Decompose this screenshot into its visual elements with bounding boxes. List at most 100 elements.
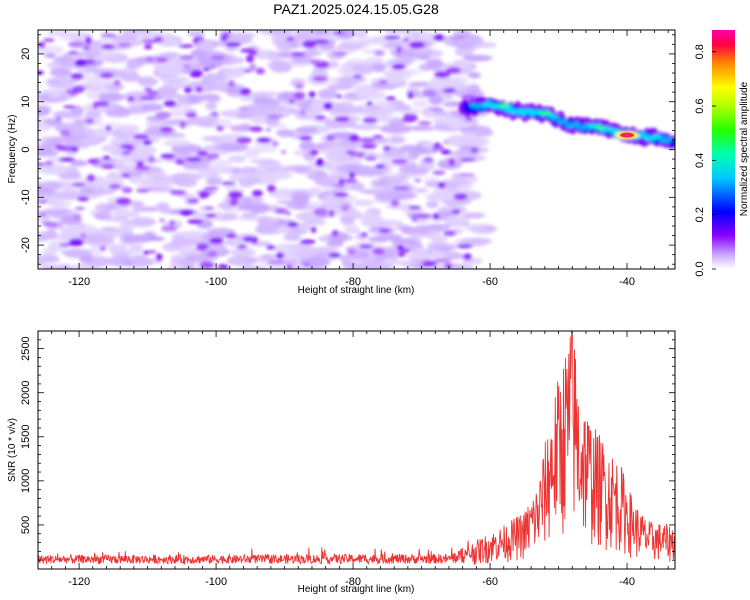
- snr-x-label: Height of straight line (km): [298, 584, 415, 595]
- noise-peak: [286, 37, 295, 41]
- noise-blob: [359, 37, 379, 45]
- noise-peak: [82, 44, 90, 51]
- noise-blob: [105, 256, 137, 267]
- noise-blob: [395, 104, 411, 111]
- noise-peak: [287, 222, 299, 228]
- noise-peak: [148, 155, 156, 163]
- noise-peak: [358, 244, 374, 249]
- noise-blob: [408, 81, 433, 87]
- noise-blob: [162, 80, 187, 91]
- noise-blob: [230, 124, 250, 132]
- noise-blob: [107, 244, 127, 253]
- noise-blob: [350, 123, 381, 131]
- noise-peak: [417, 120, 432, 126]
- noise-blob: [170, 257, 186, 267]
- noise-peak: [342, 179, 359, 183]
- noise-blob: [437, 205, 467, 215]
- noise-blob: [205, 102, 218, 110]
- noise-blob: [413, 247, 429, 253]
- noise-peak: [266, 184, 276, 193]
- y-tick-label: -20: [20, 237, 32, 253]
- y-tick-label: 1000: [20, 469, 32, 493]
- noise-blob: [464, 223, 485, 232]
- noise-peak: [402, 248, 411, 253]
- noise-peak: [457, 244, 473, 249]
- noise-peak: [437, 182, 446, 189]
- y-tick-label: 2000: [20, 380, 32, 404]
- colorbar-tick-label: 0.0: [694, 261, 706, 276]
- noise-peak: [72, 215, 82, 220]
- noise-peak: [390, 199, 400, 207]
- noise-peak: [266, 114, 283, 120]
- noise-blob: [249, 158, 278, 164]
- noise-peak: [244, 69, 252, 73]
- noise-blob: [365, 57, 385, 65]
- noise-peak: [87, 158, 100, 164]
- noise-peak: [266, 245, 276, 250]
- x-tick-label: -80: [345, 276, 361, 288]
- noise-peak: [248, 50, 258, 56]
- noise-peak: [209, 64, 216, 70]
- noise-peak: [348, 134, 360, 142]
- noise-peak: [328, 252, 341, 258]
- noise-blob: [226, 255, 256, 267]
- noise-blob: [395, 69, 412, 81]
- noise-peak: [375, 164, 386, 169]
- noise-blob: [462, 54, 493, 62]
- noise-peak: [403, 114, 417, 118]
- noise-blob: [294, 127, 319, 134]
- noise-peak: [147, 250, 157, 254]
- noise-blob: [165, 109, 191, 117]
- noise-blob: [269, 62, 293, 73]
- noise-peak: [115, 197, 132, 206]
- noise-peak: [185, 112, 198, 118]
- x-tick-label: -100: [205, 576, 227, 588]
- noise-peak: [74, 58, 88, 67]
- noise-peak: [160, 153, 176, 159]
- noise-blob: [276, 91, 297, 101]
- noise-peak: [228, 79, 235, 88]
- noise-peak: [169, 220, 175, 226]
- noise-peak: [141, 39, 158, 44]
- noise-blob: [454, 47, 474, 57]
- noise-blob: [210, 211, 224, 220]
- noise-peak: [187, 218, 204, 225]
- y-tick-label: 1500: [20, 425, 32, 449]
- noise-peak: [330, 183, 346, 188]
- noise-peak: [210, 111, 219, 117]
- x-tick-label: -80: [345, 576, 361, 588]
- noise-blob: [86, 78, 116, 86]
- noise-blob: [126, 219, 157, 225]
- noise-blob: [141, 176, 154, 186]
- noise-blob: [339, 141, 360, 148]
- noise-blob: [292, 195, 310, 206]
- spectrogram-ticks: -120 -100 -80 -60 -40 20 10 0 -10 -20: [20, 30, 675, 288]
- noise-peak: [210, 54, 226, 61]
- noise-peak: [101, 44, 115, 49]
- noise-blob: [389, 135, 405, 144]
- noise-peak: [335, 94, 343, 99]
- noise-blob: [230, 247, 256, 257]
- noise-peak: [175, 158, 185, 165]
- figure-title: PAZ1.2025.024.15.05.G28: [273, 1, 439, 17]
- noise-peak: [196, 243, 209, 249]
- noise-blob: [229, 173, 245, 182]
- noise-peak: [408, 205, 422, 210]
- noise-blob: [427, 79, 458, 90]
- noise-blob: [304, 170, 317, 177]
- noise-blob: [401, 208, 426, 214]
- noise-blob: [120, 124, 140, 134]
- noise-peak: [251, 190, 263, 197]
- ridge-core: [507, 105, 514, 111]
- noise-peak: [433, 34, 445, 41]
- ridge-core: [666, 137, 673, 143]
- noise-peak: [184, 86, 192, 94]
- noise-peak: [445, 67, 462, 74]
- noise-blob: [445, 263, 475, 269]
- noise-blob: [53, 55, 75, 65]
- noise-blob: [98, 209, 112, 218]
- noise-blob: [161, 119, 193, 126]
- noise-blob: [100, 226, 117, 232]
- noise-peak: [101, 164, 115, 169]
- noise-blob: [59, 181, 74, 189]
